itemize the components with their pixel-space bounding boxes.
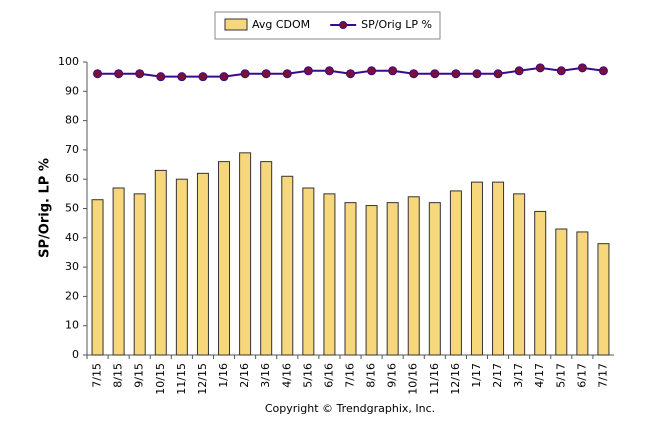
y-tick-label: 40: [65, 231, 79, 244]
line-marker: [577, 63, 587, 73]
footer: Copyright © Trendgraphix, Inc.: [265, 402, 435, 415]
bar: [218, 161, 231, 356]
bar: [597, 243, 610, 356]
x-tick-label: 6/17: [575, 363, 588, 388]
line-marker: [177, 72, 187, 82]
y-tick-label: 90: [65, 84, 79, 97]
x-tick-label: 6/16: [322, 363, 335, 388]
line-marker: [367, 66, 377, 76]
line-marker: [198, 72, 208, 82]
bar: [112, 187, 125, 356]
x-tick-label: 9/16: [386, 363, 399, 388]
x-tick-label: 7/17: [596, 363, 609, 388]
bar: [365, 205, 378, 356]
line-marker: [535, 63, 545, 73]
legend-marker: [339, 21, 348, 29]
line-marker: [598, 66, 608, 76]
line-marker: [430, 69, 440, 79]
line-marker: [493, 69, 503, 79]
x-tick-label: 7/16: [344, 363, 357, 388]
bar: [344, 202, 357, 356]
line-marker: [219, 72, 229, 82]
y-tick-label: 80: [65, 114, 79, 127]
x-tick-label: 4/16: [280, 363, 293, 388]
y-tick-label: 60: [65, 172, 79, 185]
y-tick-label: 10: [65, 319, 79, 332]
x-tick-label: 5/17: [554, 363, 567, 388]
x-tick-label: 4/17: [533, 363, 546, 388]
x-tick-label: 1/17: [470, 363, 483, 388]
x-tick-label: 9/15: [133, 363, 146, 388]
bar: [91, 199, 104, 356]
bar: [513, 193, 526, 356]
x-tick-label: 10/15: [154, 363, 167, 395]
bar: [302, 187, 315, 356]
y-tick-label: 50: [65, 202, 79, 215]
y-tick-label: 30: [65, 260, 79, 273]
bar: [428, 202, 441, 356]
legend-label: Avg CDOM: [252, 18, 310, 31]
y-tick-label: 0: [72, 348, 79, 361]
x-tick-label: 11/15: [175, 363, 188, 395]
x-tick-label: 11/16: [428, 363, 441, 395]
line-marker: [282, 69, 292, 79]
x-tick-label: 2/16: [238, 363, 251, 388]
legend-swatch: [224, 18, 248, 31]
line-marker: [451, 69, 461, 79]
x-tick-label: 1/16: [217, 363, 230, 388]
x-tick-label: 8/16: [365, 363, 378, 388]
y-tick-label: 20: [65, 289, 79, 302]
y-tick-label: 70: [65, 143, 79, 156]
bar: [534, 210, 547, 356]
bar: [133, 193, 146, 356]
bar: [576, 231, 589, 356]
line-marker: [303, 66, 313, 76]
bar: [154, 169, 167, 356]
x-tick-label: 2/17: [491, 363, 504, 388]
x-tick-label: 3/17: [512, 363, 525, 388]
x-tick-label: 8/15: [112, 363, 125, 388]
bar: [175, 178, 188, 356]
line-marker: [556, 66, 566, 76]
legend-label: SP/Orig LP %: [361, 18, 432, 31]
bar: [260, 161, 273, 356]
line-marker: [388, 66, 398, 76]
line-marker: [240, 69, 250, 79]
bar: [239, 152, 252, 356]
bar: [449, 190, 462, 356]
bar: [407, 196, 420, 356]
bar: [386, 202, 399, 356]
line-marker: [514, 66, 524, 76]
bar: [281, 175, 294, 356]
x-tick-label: 12/15: [196, 363, 209, 395]
y-tick-label: 100: [58, 55, 79, 68]
line-marker: [156, 72, 166, 82]
x-tick-label: 12/16: [449, 363, 462, 395]
bar: [323, 193, 336, 356]
y-axis-label: SP/Orig. LP %: [38, 158, 53, 258]
line-marker: [114, 69, 124, 79]
bar: [470, 181, 483, 356]
legend-box: [214, 11, 441, 40]
x-tick-label: 10/16: [407, 363, 420, 395]
line-marker: [409, 69, 419, 79]
line-marker: [346, 69, 355, 79]
line-marker: [135, 69, 145, 79]
line-marker: [261, 69, 271, 79]
x-tick-label: 5/16: [301, 363, 314, 388]
x-tick-label: 7/15: [91, 363, 104, 388]
line-marker: [324, 66, 334, 76]
x-tick-label: 3/16: [259, 363, 272, 388]
bar: [196, 172, 209, 356]
line-marker: [93, 69, 103, 79]
line-marker: [472, 69, 482, 79]
bar: [555, 228, 568, 356]
bar: [492, 181, 505, 356]
